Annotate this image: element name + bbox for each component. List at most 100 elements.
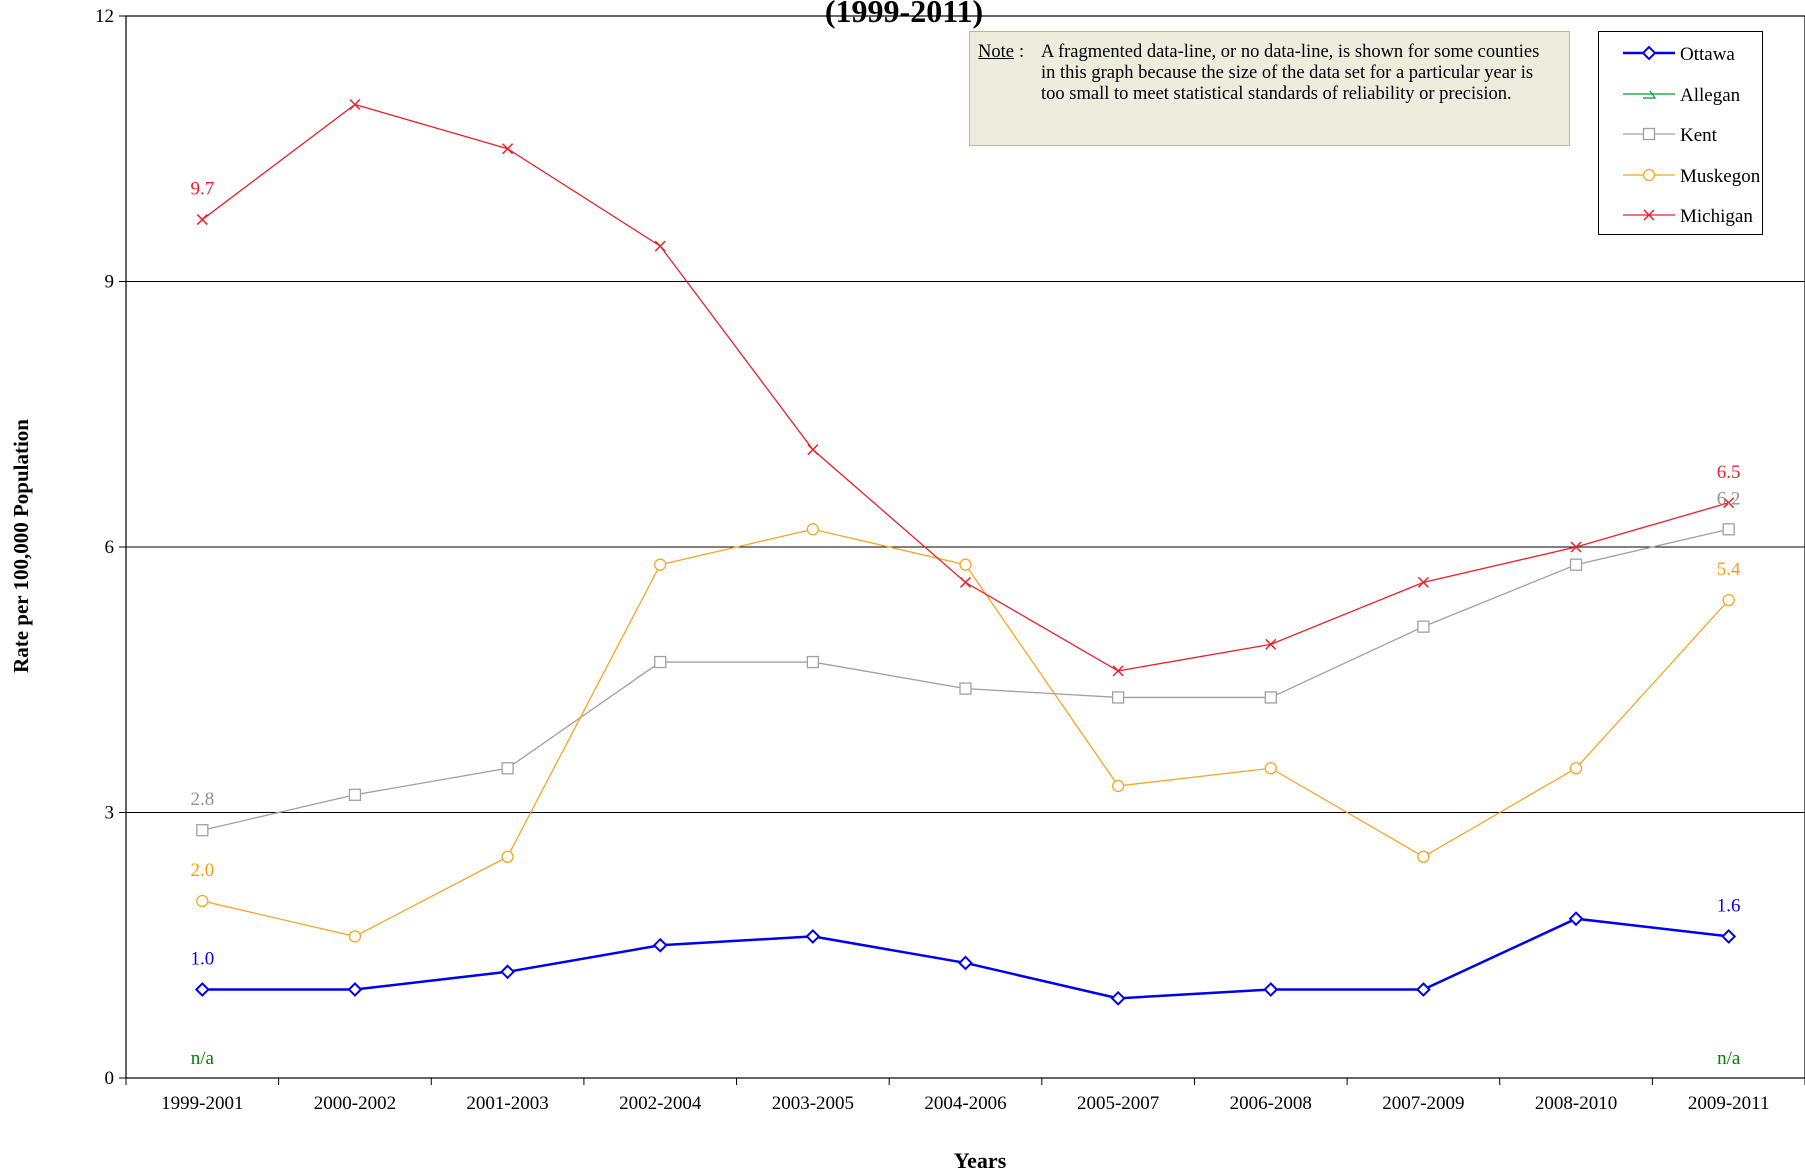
x-tick-label: 2005-2007: [1077, 1093, 1159, 1114]
point-muskegon: [501, 850, 514, 863]
data-label-allegan: n/a: [191, 1048, 215, 1069]
x-tick-label: 2002-2004: [619, 1093, 702, 1114]
data-label-michigan: 6.5: [1717, 462, 1741, 483]
point-kent: [348, 788, 362, 801]
legend-item-kent: Kent: [1599, 123, 1762, 149]
legend-label: Allegan: [1680, 85, 1741, 106]
data-label-muskegon: 5.4: [1717, 559, 1741, 580]
point-kent: [501, 762, 514, 775]
x-tick-label: 2009-2011: [1688, 1093, 1770, 1114]
point-kent: [1417, 620, 1430, 633]
data-labels: 9.7 2.8 2.0 1.0 n/a 6.5 6.2 5.4 1.6 n/a: [190, 179, 1741, 1069]
point-michigan: [1570, 541, 1582, 553]
legend-item-michigan: Michigan: [1599, 204, 1762, 230]
x-tick-label: 2006-2008: [1230, 1093, 1312, 1114]
point-muskegon: [1569, 762, 1583, 775]
legend-marker: [1642, 168, 1656, 182]
legend-swatch-michigan: [1623, 209, 1675, 221]
point-michigan: [1723, 497, 1735, 509]
point-kent: [806, 655, 820, 669]
x-tick-label: 2008-2010: [1535, 1093, 1617, 1114]
note-text: A fragmented data-line, or no data-line,…: [1041, 42, 1540, 104]
legend-item-allegan: Allegan: [1599, 83, 1762, 109]
legend: Ottawa Allegan Kent Muskegon Michigan: [1598, 31, 1763, 235]
data-label-michigan: 9.7: [190, 179, 214, 200]
legend-marker: [1642, 127, 1656, 141]
point-ottawa: [194, 982, 210, 997]
legend-swatch-muskegon: [1623, 168, 1675, 182]
legend-label: Ottawa: [1680, 44, 1735, 65]
y-tick-label: 9: [105, 272, 115, 293]
legend-swatch-allegan: [1623, 90, 1675, 99]
series-ottawa: [194, 911, 1737, 1006]
legend-marker: [1641, 45, 1657, 61]
axis-ticks: 0 3 6 9 12 1999-2001 2000-2002 2001-2003 2002-20…: [95, 6, 1805, 1114]
legend-item-muskegon: Muskegon: [1599, 164, 1762, 190]
data-label-kent: 6.2: [1717, 488, 1741, 509]
x-tick-label: 2003-2005: [772, 1093, 854, 1114]
point-michigan: [1265, 638, 1277, 650]
point-ottawa: [1415, 982, 1431, 997]
legend-marker: [1643, 209, 1655, 221]
line-muskegon: [202, 528, 1730, 938]
point-michigan: [1417, 576, 1429, 588]
data-label-kent: 2.8: [190, 789, 214, 810]
x-tick-label: 2001-2003: [466, 1093, 548, 1114]
point-muskegon: [959, 558, 972, 571]
point-ottawa: [1110, 990, 1126, 1006]
point-ottawa: [652, 937, 668, 953]
point-michigan: [654, 240, 666, 252]
point-ottawa: [500, 964, 516, 980]
x-axis-title: Years: [954, 1148, 1007, 1173]
note-box: Note : A fragmented data-line, or no dat…: [969, 31, 1570, 146]
x-tick-label: 2000-2002: [314, 1093, 396, 1114]
chart-title: (1999-2011): [825, 0, 983, 29]
y-tick-label: 3: [105, 803, 115, 824]
legend-swatch-ottawa: [1623, 45, 1675, 61]
legend-label: Michigan: [1680, 206, 1753, 227]
gridlines: [126, 281, 1805, 813]
data-label-allegan: n/a: [1717, 1048, 1741, 1069]
point-muskegon: [654, 558, 667, 571]
note-colon: :: [1019, 42, 1025, 62]
point-kent: [959, 682, 972, 695]
point-muskegon: [1264, 762, 1277, 775]
point-muskegon: [806, 523, 820, 536]
point-muskegon: [1417, 850, 1430, 863]
legend-item-ottawa: Ottawa: [1599, 42, 1762, 68]
data-label-ottawa: 1.0: [190, 949, 214, 970]
data-label-ottawa: 1.6: [1717, 895, 1741, 916]
series-muskegon: [196, 523, 1735, 943]
y-axis-title: Rate per 100,000 Population: [9, 419, 33, 673]
point-kent: [196, 824, 209, 837]
point-michigan: [807, 444, 819, 456]
point-michigan: [349, 98, 361, 111]
y-tick-label: 0: [105, 1068, 115, 1089]
point-ottawa: [805, 928, 821, 944]
point-kent: [1264, 691, 1277, 704]
point-michigan: [1112, 665, 1124, 677]
point-ottawa: [1568, 911, 1584, 927]
point-kent: [1111, 691, 1125, 704]
point-ottawa: [1721, 928, 1737, 944]
point-ottawa: [347, 982, 363, 997]
point-ottawa: [1263, 982, 1279, 997]
note-label: Note: [978, 42, 1014, 62]
point-muskegon: [1111, 779, 1125, 793]
point-kent: [1722, 523, 1735, 536]
legend-swatch-kent: [1623, 127, 1675, 141]
point-michigan: [196, 214, 208, 226]
y-tick-label: 6: [105, 537, 115, 558]
line-kent: [202, 528, 1729, 831]
legend-label: Muskegon: [1680, 166, 1761, 187]
legend-label: Kent: [1680, 125, 1717, 146]
point-michigan: [502, 143, 514, 155]
series-kent: [196, 523, 1735, 837]
line-michigan: [201, 103, 1729, 672]
x-tick-label: 2004-2006: [924, 1093, 1006, 1114]
y-tick-label: 12: [95, 6, 114, 27]
data-label-muskegon: 2.0: [190, 860, 214, 881]
x-tick-label: 2007-2009: [1382, 1093, 1464, 1114]
point-muskegon: [348, 930, 362, 943]
